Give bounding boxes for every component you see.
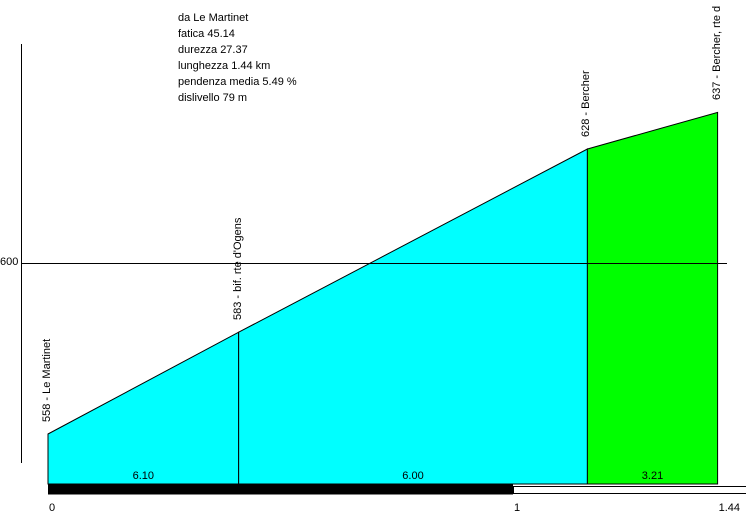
stat-fatica: fatica 45.14 [178,28,235,40]
chart-title: da Le Martinet [178,12,249,24]
waypoint-label: 628 - Bercher [580,70,593,137]
waypoint-label: 583 - bif. rte d'Ogens [231,217,244,321]
stat-dislivello: dislivello 79 m [178,92,248,104]
segment-gradient-label: 6.00 [402,470,424,482]
profile-segment-area [47,331,240,485]
x-axis-tick-label: 1 [514,502,521,514]
waypoint-label: 637 - Bercher, rte d [710,6,723,101]
profile-segment-area [238,148,588,485]
segment-gradient-label: 6.10 [132,470,155,482]
y-axis-tick-label: 600 [0,256,19,268]
waypoint-label: 558 - Le Martinet [41,338,53,422]
stat-pendenza-media: pendenza media 5.49 % [178,76,297,88]
scale-bar-black-segment [48,484,513,495]
segment-gradient-label: 3.21 [641,470,664,482]
profile-segment-area [586,111,719,485]
stat-durezza: durezza 27.37 [178,44,248,56]
header-stats: da Le Martinet fatica 45.14 durezza 27.3… [178,10,297,106]
stat-lunghezza: lunghezza 1.44 km [178,60,271,72]
x-axis-tick-label: 0 [49,502,56,514]
scale-bar-white-segment [513,486,746,494]
x-axis-tick-label: 1.44 [718,502,741,514]
